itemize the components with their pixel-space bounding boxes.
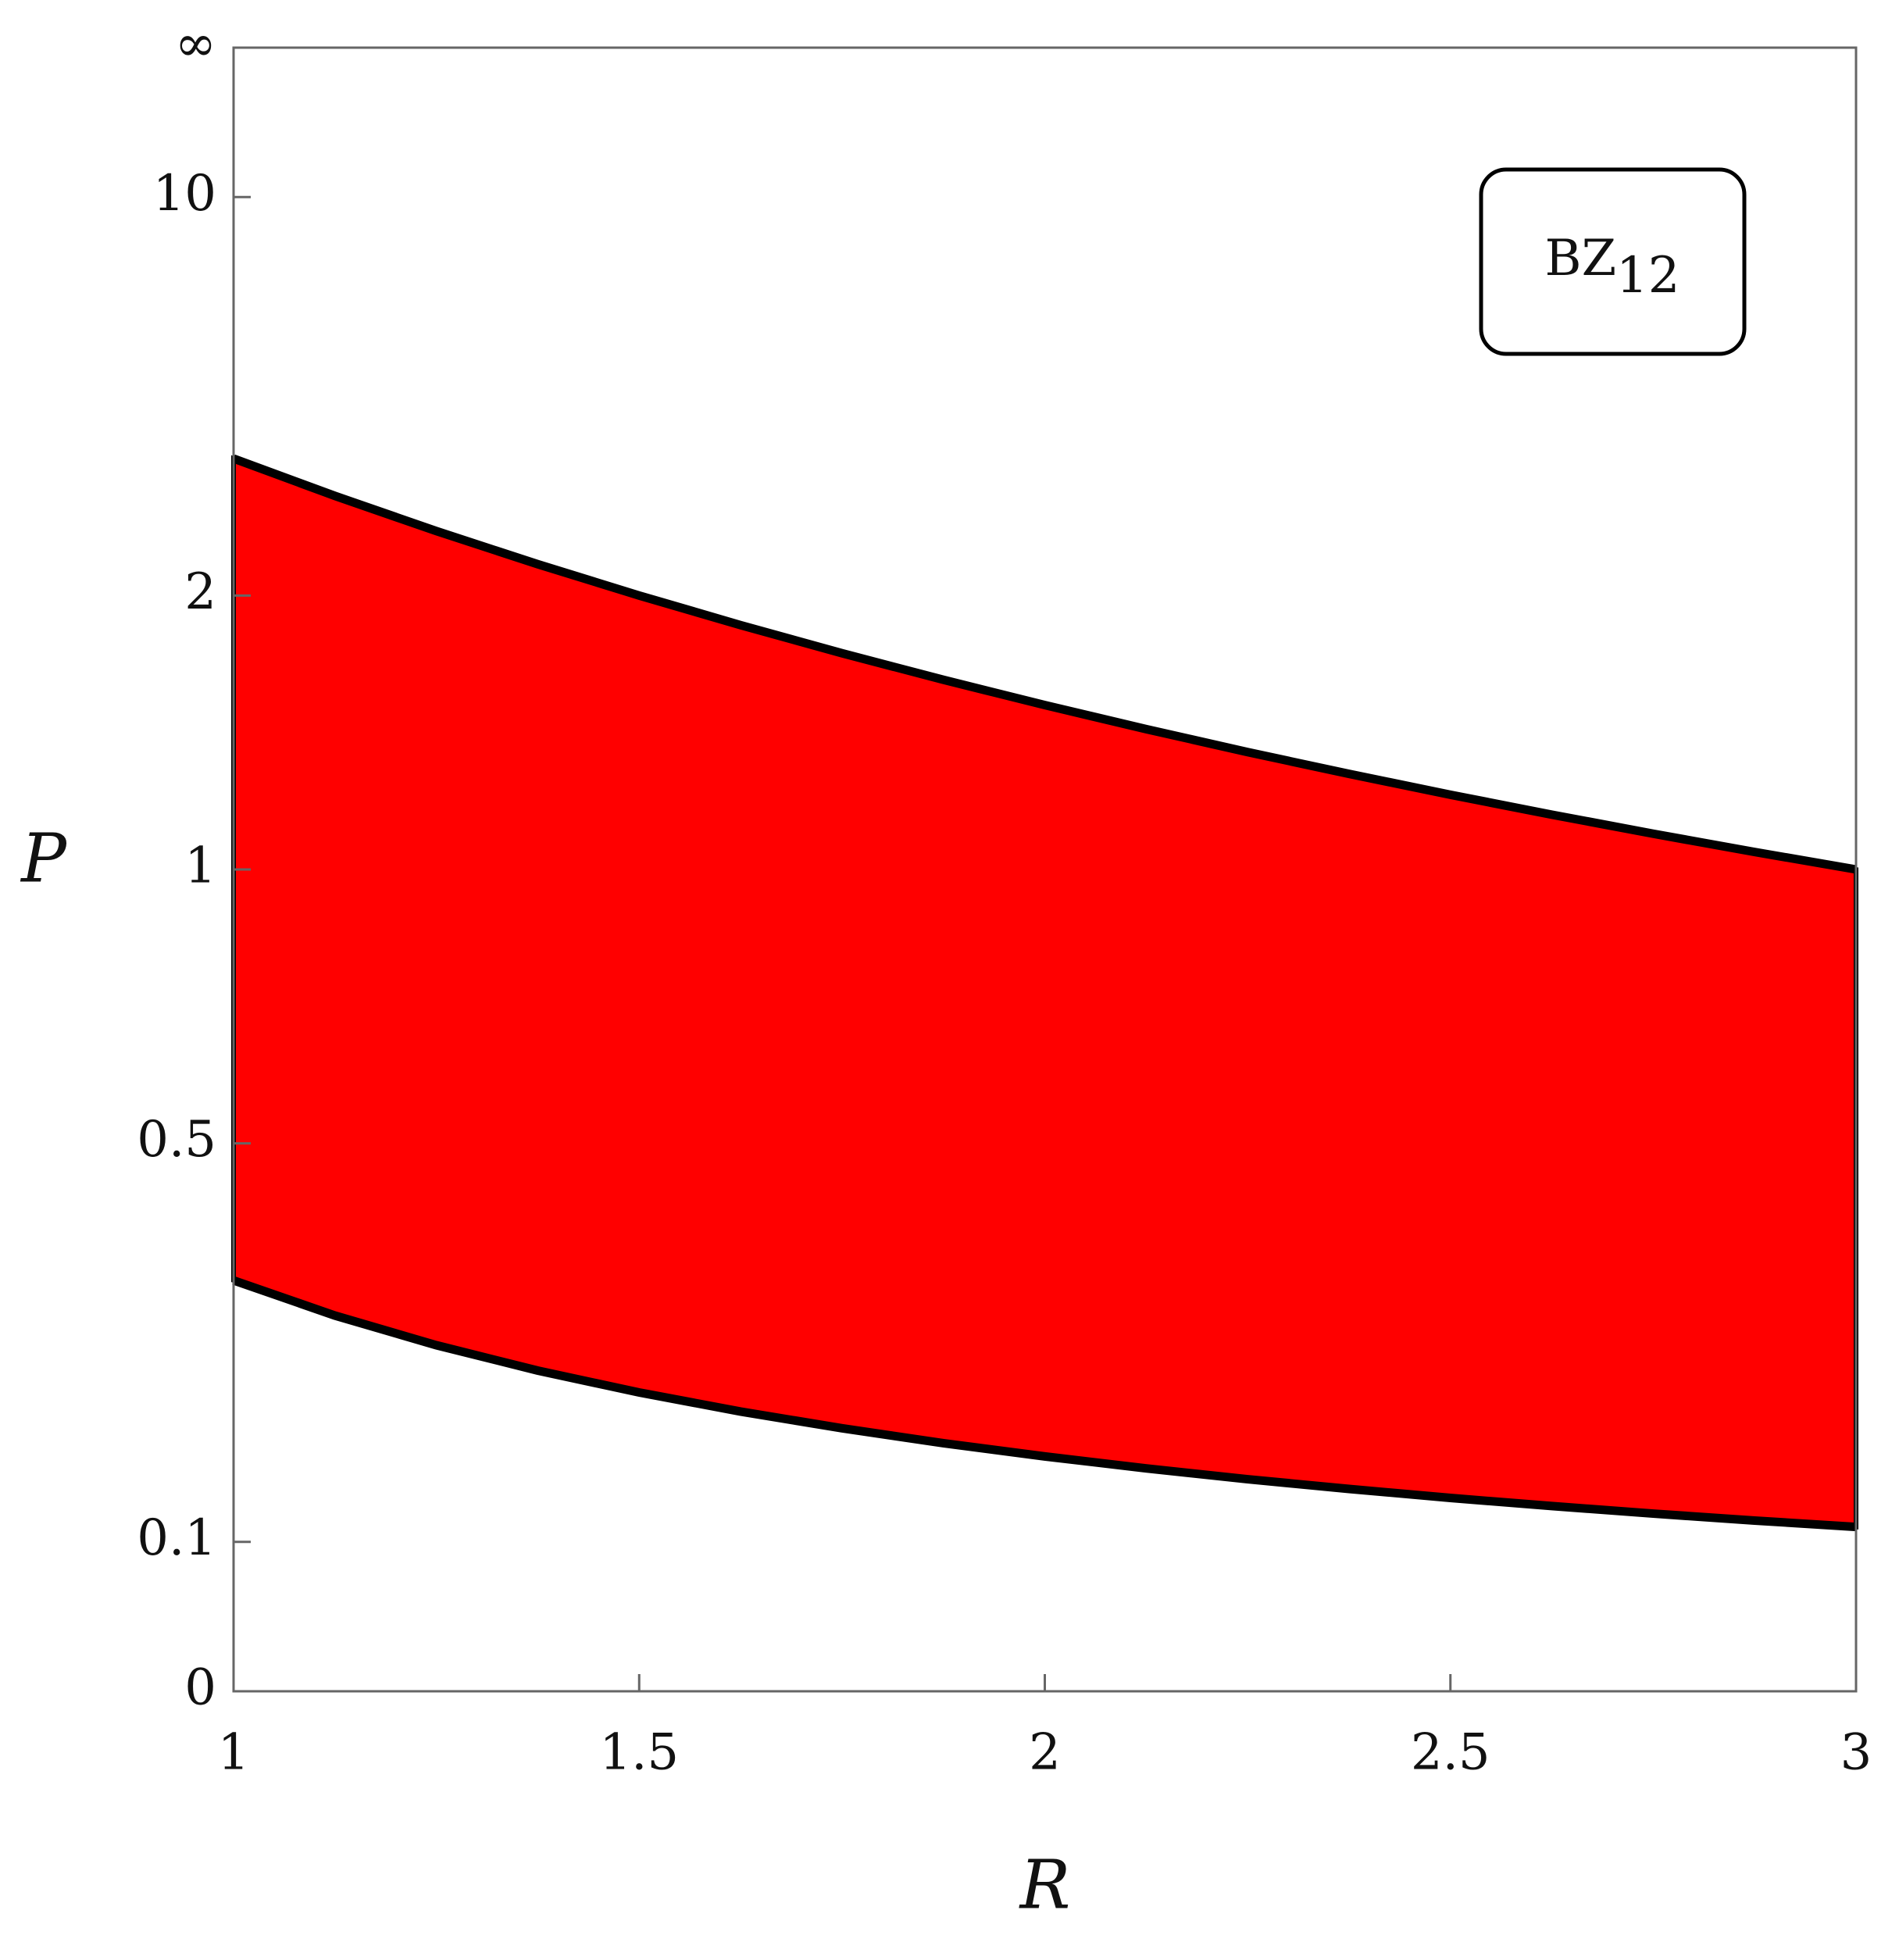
y-tick-label: 1 bbox=[184, 837, 216, 895]
y-tick-label: 0.1 bbox=[137, 1509, 216, 1567]
x-tick-label: 2.5 bbox=[1411, 1724, 1490, 1782]
band-area bbox=[231, 455, 1858, 1530]
lower-line bbox=[232, 1276, 1857, 1532]
upper-line bbox=[232, 454, 1857, 874]
y-tick-label: 0 bbox=[184, 1659, 216, 1717]
annotation-box bbox=[1479, 167, 1747, 356]
annotation-subscript: 12 bbox=[1616, 247, 1679, 305]
x-axis-label: R bbox=[1019, 1847, 1071, 1925]
x-tick-label: 3 bbox=[1840, 1724, 1872, 1782]
y-tick-label: 10 bbox=[153, 165, 216, 223]
annotation-text: BZ bbox=[1545, 230, 1617, 287]
y-tick-label: 0.5 bbox=[137, 1111, 216, 1169]
y-axis-label: P bbox=[20, 820, 68, 898]
x-tick-label: 1 bbox=[218, 1724, 250, 1782]
x-tick-label: 2 bbox=[1029, 1724, 1061, 1782]
y-tick-label: ∞ bbox=[175, 16, 216, 73]
y-tick-label: 2 bbox=[184, 563, 216, 621]
x-tick-label: 1.5 bbox=[599, 1724, 679, 1782]
annotation: BZ12 bbox=[1545, 230, 1680, 305]
